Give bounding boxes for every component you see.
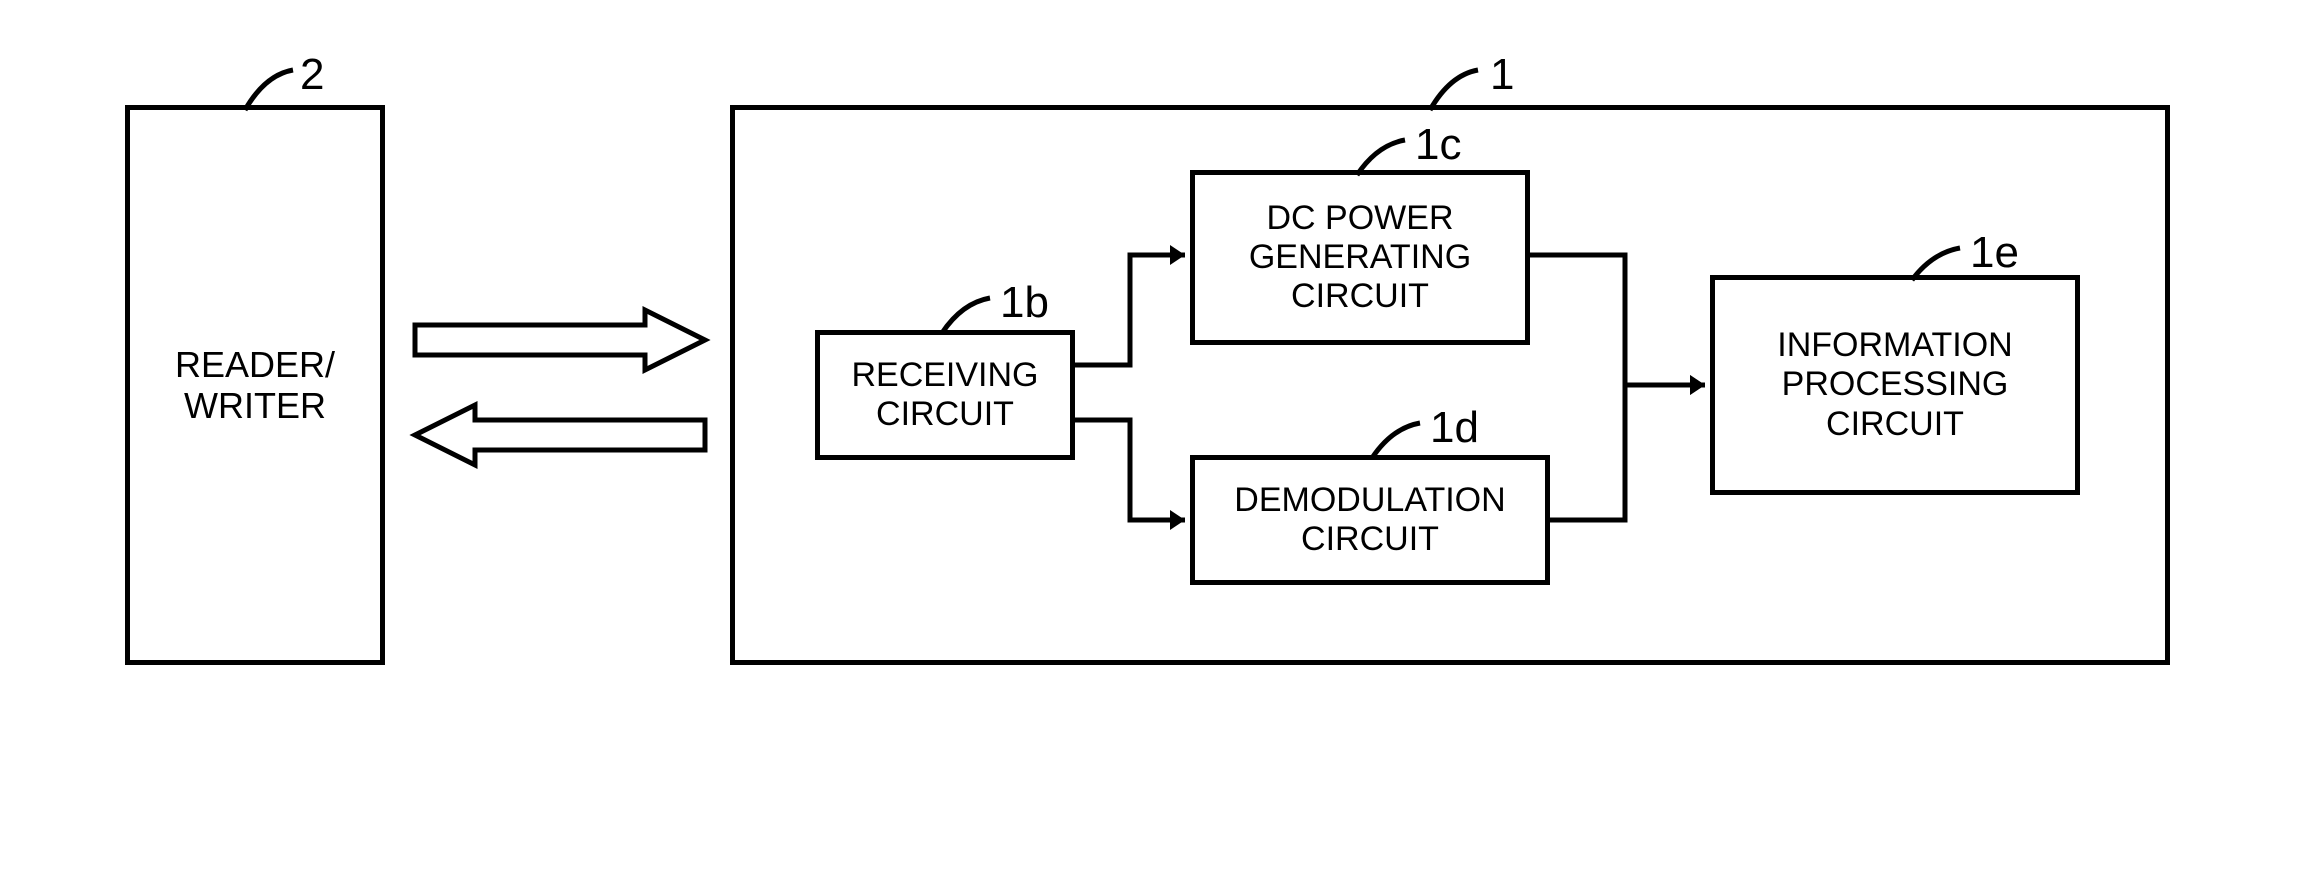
- arrow-to-container: [405, 305, 715, 375]
- ref-label-1: 1: [1490, 50, 1514, 100]
- reader-writer-label: READER/ WRITER: [175, 344, 335, 427]
- arrow-recv-to-demod: [1075, 420, 1200, 530]
- demod-label: DEMODULATION CIRCUIT: [1234, 481, 1505, 559]
- arrow-to-reader: [405, 400, 715, 470]
- receiving-circuit-block: RECEIVING CIRCUIT: [815, 330, 1075, 460]
- arrow-recv-to-dc: [1075, 255, 1200, 375]
- leader-1c: [1357, 140, 1417, 180]
- ref-label-1e: 1e: [1970, 228, 2019, 278]
- arrow-demod-to-info: [1550, 385, 1720, 530]
- info-proc-block: INFORMATION PROCESSING CIRCUIT: [1710, 275, 2080, 495]
- leader-1e: [1912, 248, 1972, 288]
- ref-label-1c: 1c: [1415, 120, 1461, 170]
- receiving-circuit-label: RECEIVING CIRCUIT: [851, 356, 1038, 434]
- ref-label-1d: 1d: [1430, 403, 1479, 453]
- info-proc-label: INFORMATION PROCESSING CIRCUIT: [1777, 326, 2012, 443]
- leader-1d: [1372, 423, 1432, 463]
- dc-power-label: DC POWER GENERATING CIRCUIT: [1249, 199, 1471, 316]
- leader-2: [245, 70, 305, 115]
- leader-1: [1430, 70, 1490, 115]
- leader-1b: [942, 298, 1002, 338]
- dc-power-block: DC POWER GENERATING CIRCUIT: [1190, 170, 1530, 345]
- demod-block: DEMODULATION CIRCUIT: [1190, 455, 1550, 585]
- ref-label-1b: 1b: [1000, 278, 1049, 328]
- reader-writer-block: READER/ WRITER: [125, 105, 385, 665]
- arrow-dc-to-info: [1530, 255, 1720, 395]
